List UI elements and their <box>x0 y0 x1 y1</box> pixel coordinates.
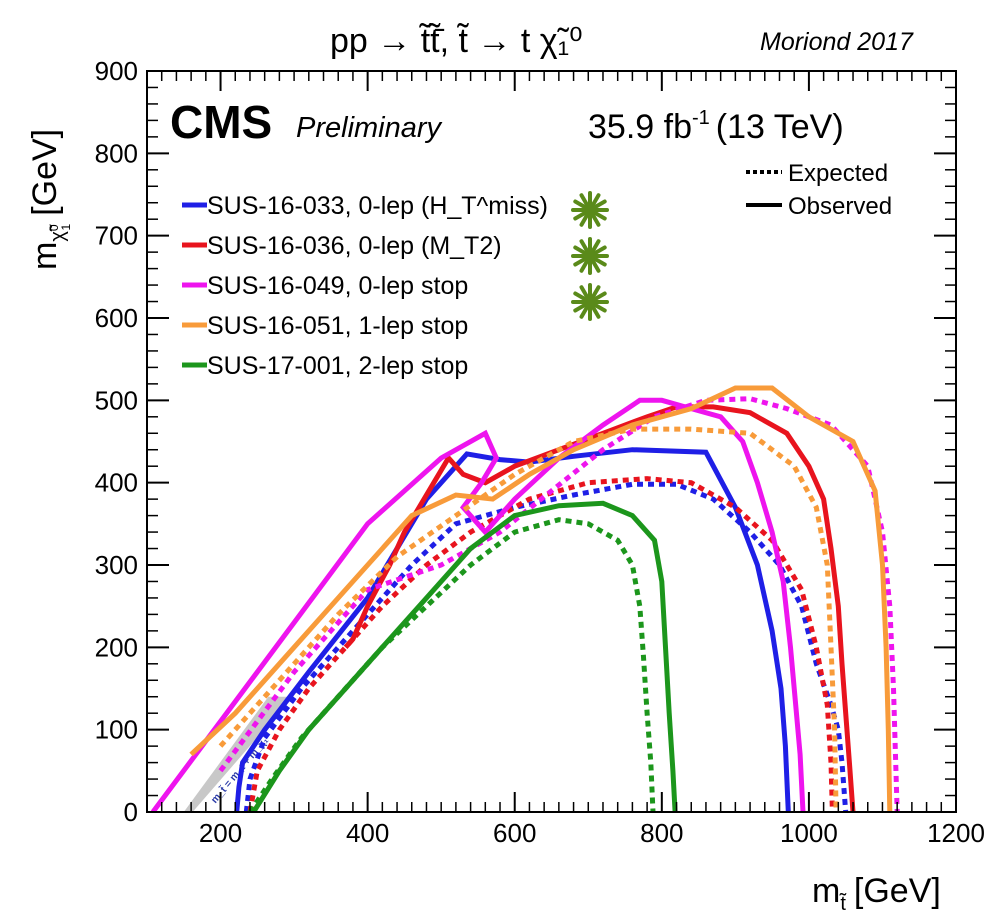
plot-frame <box>146 70 957 813</box>
y-axis-label-group: mχ̃01[GeV] <box>26 129 73 270</box>
x-axis-subscript: t̃ <box>839 892 847 915</box>
series-4 <box>247 500 678 812</box>
y-axis-subsubscript-top: 0 <box>47 224 61 231</box>
x-tick-label: 1200 <box>927 818 985 848</box>
y-tick-label: 600 <box>95 303 138 333</box>
y-axis-subsubscript-bottom: 1 <box>59 223 73 230</box>
x-tick-label: 200 <box>199 818 242 848</box>
y-tick-label: 0 <box>124 797 138 827</box>
y-tick-label: 100 <box>95 715 138 745</box>
chart-title: pp → t̃t̃̄, t̃ → t χ̃₁⁰ <box>330 22 583 60</box>
legend-label-0: SUS-16-033, 0-lep (H_T^miss) <box>207 192 548 220</box>
tick-layer: 200 400 600 800 1000 1200 0 100 200 300 400 500 600 7… <box>95 56 985 848</box>
luminosity-label: 35.9 fb-1 (13 TeV) <box>588 107 844 146</box>
y-axis-label: mχ̃01[GeV] <box>26 129 73 270</box>
x-axis-symbol: m <box>812 872 840 910</box>
observed-legend-label: Observed <box>788 193 892 220</box>
flower-icon <box>571 283 609 321</box>
series-layer <box>150 385 900 812</box>
flower-icons <box>571 191 609 321</box>
luminosity-exponent: -1 <box>692 107 710 129</box>
series-3-observed-line <box>189 385 893 812</box>
y-tick-label: 200 <box>95 632 138 662</box>
y-tick-label: 800 <box>95 138 138 168</box>
x-tick-label: 1000 <box>780 818 838 848</box>
flower-icon <box>571 237 609 275</box>
series-0-expected-line <box>243 481 849 812</box>
series-3-expected-line <box>218 426 839 812</box>
y-axis-unit: [GeV] <box>26 129 64 216</box>
preliminary-label: Preliminary <box>296 112 443 144</box>
series-1 <box>247 404 856 812</box>
flower-icon <box>571 191 609 229</box>
x-tick-label: 600 <box>493 818 536 848</box>
series-2-expected-line <box>218 396 900 812</box>
x-axis-label: mt̃ [GeV] <box>812 872 941 915</box>
x-tick-label: 800 <box>640 818 683 848</box>
x-tick-label: 400 <box>346 818 389 848</box>
series-2 <box>150 396 900 812</box>
series-legend: SUS-16-033, 0-lep (H_T^miss) SUS-16-036, … <box>182 192 548 380</box>
legend-label-2: SUS-16-049, 0-lep stop <box>207 272 468 300</box>
series-4-expected-line <box>247 517 656 812</box>
legend-label-1: SUS-16-036, 0-lep (M_T2) <box>207 232 502 260</box>
y-axis-symbol: m <box>26 242 64 270</box>
legend-label-3: SUS-16-051, 1-lep stop <box>207 312 468 340</box>
series-2-observed-line <box>150 397 806 812</box>
energy-label: (13 TeV) <box>716 108 844 146</box>
y-tick-label: 900 <box>95 56 138 86</box>
series-3 <box>189 385 893 812</box>
legend-label-4: SUS-17-001, 2-lep stop <box>207 352 468 380</box>
y-tick-label: 500 <box>95 385 138 415</box>
x-axis-unit: [GeV] <box>854 872 941 910</box>
y-tick-label: 700 <box>95 221 138 251</box>
luminosity-value: 35.9 fb <box>588 108 692 146</box>
expected-legend-label: Expected <box>788 160 888 187</box>
series-4-observed-line <box>251 500 678 812</box>
cms-label: CMS <box>170 96 272 148</box>
series-1-observed-line <box>343 404 856 812</box>
y-tick-label: 400 <box>95 468 138 498</box>
conference-label: Moriond 2017 <box>760 28 914 56</box>
y-tick-label: 300 <box>95 550 138 580</box>
